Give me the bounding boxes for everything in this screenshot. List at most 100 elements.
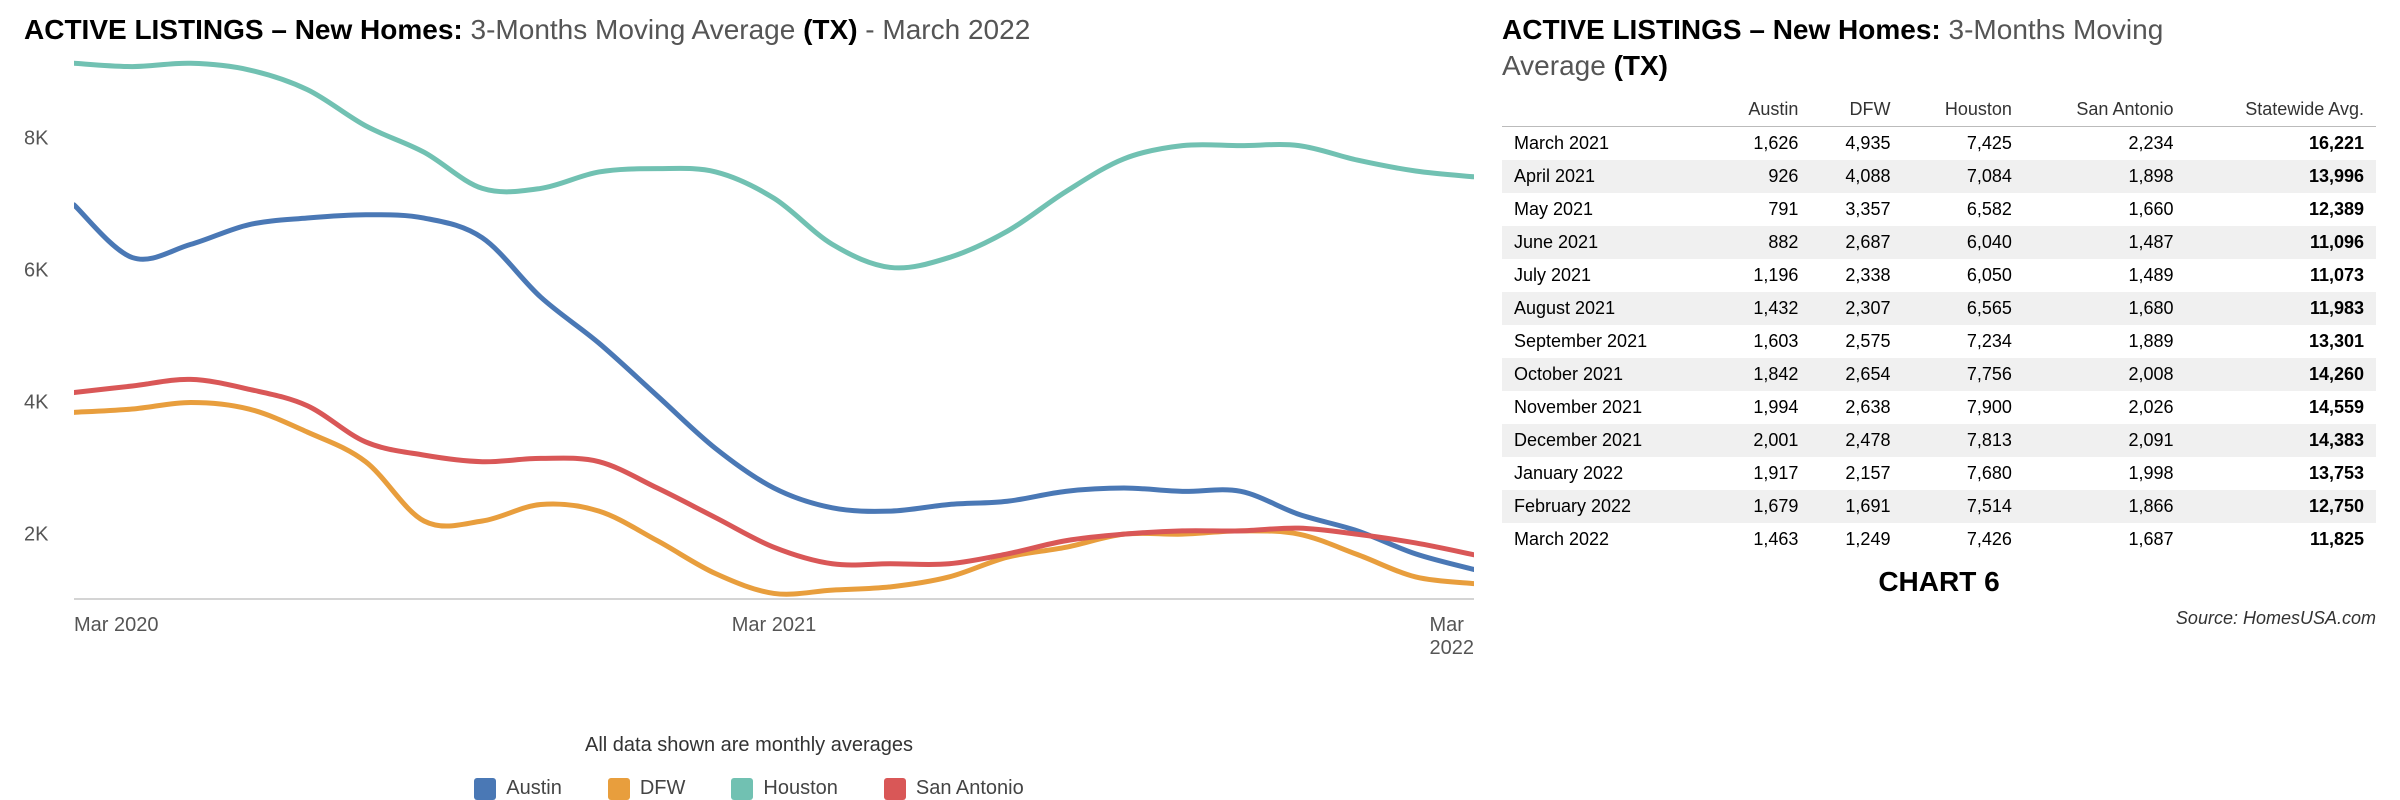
table-cell: 11,073 <box>2186 259 2377 292</box>
y-axis-label: 8K <box>24 128 48 151</box>
table-cell: May 2021 <box>1502 193 1712 226</box>
table-row: December 20212,0012,4787,8132,09114,383 <box>1502 424 2376 457</box>
table-cell: January 2022 <box>1502 457 1712 490</box>
table-cell: 2,008 <box>2024 358 2186 391</box>
chart-area: 2K4K6K8K Mar 2020Mar 2021Mar 2022 <box>24 56 1474 728</box>
table-cell: September 2021 <box>1502 325 1712 358</box>
legend-label: Austin <box>506 777 562 800</box>
table-cell: 1,603 <box>1712 325 1811 358</box>
table-cell: 1,489 <box>2024 259 2186 292</box>
table-cell: November 2021 <box>1502 391 1712 424</box>
table-cell: June 2021 <box>1502 226 1712 259</box>
chart-subcaption: All data shown are monthly averages <box>24 734 1474 757</box>
table-cell: 13,301 <box>2186 325 2377 358</box>
table-cell: 2,338 <box>1810 259 1902 292</box>
legend-item-san-antonio: San Antonio <box>884 777 1024 800</box>
table-header: San Antonio <box>2024 93 2186 127</box>
table-row: November 20211,9942,6387,9002,02614,559 <box>1502 391 2376 424</box>
legend-label: San Antonio <box>916 777 1024 800</box>
table-cell: 11,096 <box>2186 226 2377 259</box>
title-seg2: 3-Months Moving Average <box>471 14 804 45</box>
legend-item-dfw: DFW <box>608 777 686 800</box>
y-axis-label: 6K <box>24 260 48 283</box>
table-cell: 6,040 <box>1902 226 2023 259</box>
table-cell: December 2021 <box>1502 424 1712 457</box>
table-cell: 12,750 <box>2186 490 2377 523</box>
data-table: AustinDFWHoustonSan AntonioStatewide Avg… <box>1502 93 2376 556</box>
legend: Austin DFW Houston San Antonio <box>24 777 1474 800</box>
x-axis-label: Mar 2022 <box>1430 614 1475 660</box>
series-austin <box>74 205 1474 570</box>
table-cell: 7,756 <box>1902 358 2023 391</box>
table-cell: 1,680 <box>2024 292 2186 325</box>
legend-swatch <box>884 778 906 800</box>
table-cell: 1,679 <box>1712 490 1811 523</box>
table-cell: March 2022 <box>1502 523 1712 556</box>
table-row: April 20219264,0887,0841,89813,996 <box>1502 160 2376 193</box>
legend-swatch <box>474 778 496 800</box>
table-cell: 2,157 <box>1810 457 1902 490</box>
table-cell: October 2021 <box>1502 358 1712 391</box>
table-row: September 20211,6032,5757,2341,88913,301 <box>1502 325 2376 358</box>
table-cell: 7,514 <box>1902 490 2023 523</box>
table-cell: 1,866 <box>2024 490 2186 523</box>
table-title: ACTIVE LISTINGS – New Homes: 3-Months Mo… <box>1502 12 2376 85</box>
x-axis-label: Mar 2020 <box>74 614 159 637</box>
table-cell: 2,026 <box>2024 391 2186 424</box>
title-seg1: ACTIVE LISTINGS – New Homes: <box>24 14 471 45</box>
x-axis-label: Mar 2021 <box>732 614 817 637</box>
table-cell: 13,996 <box>2186 160 2377 193</box>
table-cell: 1,463 <box>1712 523 1811 556</box>
chart-number-label: CHART 6 <box>1502 566 2376 598</box>
table-cell: 2,001 <box>1712 424 1811 457</box>
table-cell: 12,389 <box>2186 193 2377 226</box>
table-cell: 1,626 <box>1712 126 1811 160</box>
table-cell: 7,426 <box>1902 523 2023 556</box>
table-cell: July 2021 <box>1502 259 1712 292</box>
table-cell: 926 <box>1712 160 1811 193</box>
table-row: January 20221,9172,1577,6801,99813,753 <box>1502 457 2376 490</box>
chart-title: ACTIVE LISTINGS – New Homes: 3-Months Mo… <box>24 12 1474 48</box>
table-header: DFW <box>1810 93 1902 127</box>
table-title-seg1: ACTIVE LISTINGS – New Homes: <box>1502 14 1949 45</box>
table-cell: 1,196 <box>1712 259 1811 292</box>
table-cell: April 2021 <box>1502 160 1712 193</box>
source-attribution: Source: HomesUSA.com <box>1502 608 2376 629</box>
table-header: Statewide Avg. <box>2186 93 2377 127</box>
table-header: Austin <box>1712 93 1811 127</box>
y-axis-label: 4K <box>24 391 48 414</box>
table-row: March 20211,6264,9357,4252,23416,221 <box>1502 126 2376 160</box>
table-row: May 20217913,3576,5821,66012,389 <box>1502 193 2376 226</box>
table-cell: 2,638 <box>1810 391 1902 424</box>
table-cell: 11,983 <box>2186 292 2377 325</box>
table-cell: 1,917 <box>1712 457 1811 490</box>
table-cell: 7,425 <box>1902 126 2023 160</box>
table-row: August 20211,4322,3076,5651,68011,983 <box>1502 292 2376 325</box>
legend-swatch <box>731 778 753 800</box>
table-cell: 2,687 <box>1810 226 1902 259</box>
table-cell: 2,307 <box>1810 292 1902 325</box>
chart-panel: ACTIVE LISTINGS – New Homes: 3-Months Mo… <box>24 12 1474 800</box>
table-header <box>1502 93 1712 127</box>
table-row: March 20221,4631,2497,4261,68711,825 <box>1502 523 2376 556</box>
legend-label: DFW <box>640 777 686 800</box>
table-cell: 16,221 <box>2186 126 2377 160</box>
legend-item-houston: Houston <box>731 777 838 800</box>
table-cell: 14,383 <box>2186 424 2377 457</box>
table-cell: 4,935 <box>1810 126 1902 160</box>
table-cell: 14,260 <box>2186 358 2377 391</box>
table-cell: 13,753 <box>2186 457 2377 490</box>
table-panel: ACTIVE LISTINGS – New Homes: 3-Months Mo… <box>1474 12 2376 800</box>
table-cell: 7,900 <box>1902 391 2023 424</box>
table-row: February 20221,6791,6917,5141,86612,750 <box>1502 490 2376 523</box>
series-san-antonio <box>74 380 1474 566</box>
table-cell: 1,487 <box>2024 226 2186 259</box>
table-cell: 7,680 <box>1902 457 2023 490</box>
table-cell: 1,249 <box>1810 523 1902 556</box>
table-cell: 7,234 <box>1902 325 2023 358</box>
table-cell: 6,565 <box>1902 292 2023 325</box>
table-cell: 2,478 <box>1810 424 1902 457</box>
table-cell: 3,357 <box>1810 193 1902 226</box>
legend-label: Houston <box>763 777 838 800</box>
table-cell: 2,654 <box>1810 358 1902 391</box>
